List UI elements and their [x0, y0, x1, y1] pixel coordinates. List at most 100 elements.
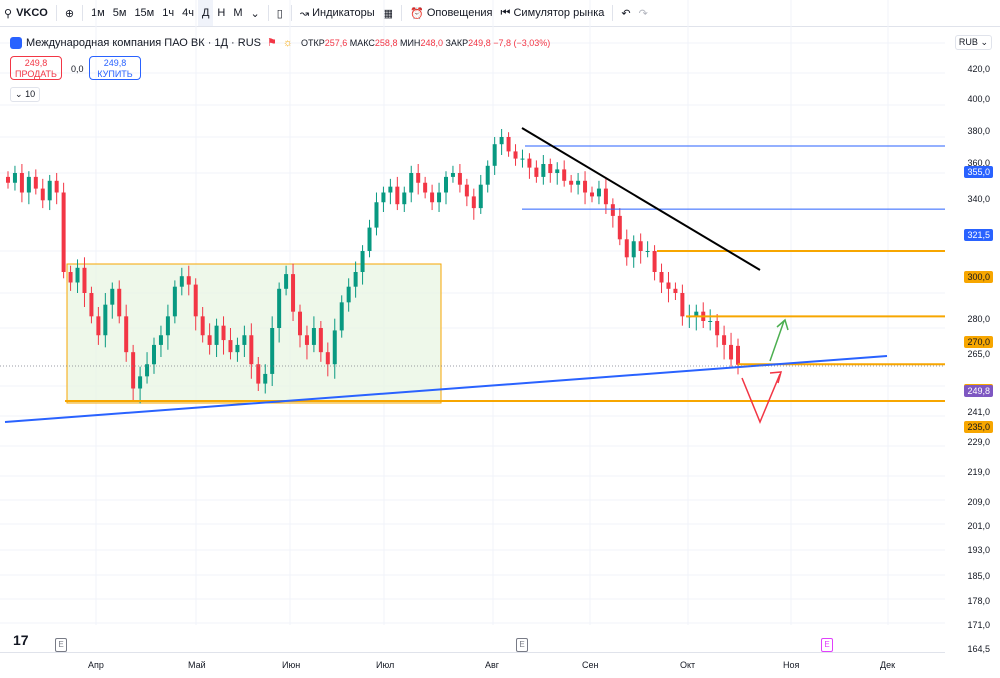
candle-body: [624, 239, 629, 258]
candle-body: [569, 180, 574, 185]
candle-body: [478, 184, 483, 209]
candle-body: [193, 284, 198, 317]
indicators-button[interactable]: ↝ Индикаторы: [296, 0, 379, 26]
timeframe-dropdown[interactable]: ⌄: [247, 0, 264, 26]
currency-selector[interactable]: RUB ⌄: [954, 35, 992, 50]
undo-button[interactable]: ↶: [617, 0, 634, 26]
candle-body: [576, 180, 581, 185]
bullish-arrow: [769, 320, 785, 362]
candle-body: [596, 188, 601, 197]
symbol-label: VKCO: [16, 7, 48, 19]
candle-body: [54, 180, 59, 193]
sell-price: 249,8: [24, 58, 48, 68]
timeframe-day[interactable]: Д: [197, 0, 214, 26]
bearish-arrow: [741, 373, 781, 424]
price-chart[interactable]: [0, 0, 1000, 650]
candle-body: [75, 267, 80, 283]
price-tick: 209,0: [967, 497, 990, 507]
alerts-button[interactable]: ⏰ Оповещения: [406, 0, 496, 26]
divider: [290, 5, 292, 21]
replay-icon: ⏮: [500, 6, 514, 19]
candle-body: [117, 288, 122, 317]
price-level-tag: 321,5: [964, 229, 993, 242]
open-label: ОТКР: [300, 37, 325, 48]
indicator-collapse-toggle[interactable]: ⌄ 10: [10, 87, 41, 102]
candle-body: [645, 251, 650, 252]
grid-icon: ▦: [382, 7, 394, 20]
time-axis[interactable]: Апр Май Июн Июл Авг Сен Окт Ноя Дек: [0, 652, 945, 678]
month-label: Июл: [376, 660, 395, 670]
candle-body: [89, 293, 94, 317]
price-axis[interactable]: 420,0 400,0 380,0 360,0 340,0 300,0 280,0 265,0…: [945, 27, 1000, 654]
candle-body: [555, 169, 560, 173]
timeframe-1m[interactable]: 1м: [91, 7, 105, 19]
candle-body: [242, 335, 247, 345]
candle-body: [492, 144, 497, 166]
candle-body: [277, 288, 282, 328]
candle-body: [374, 202, 379, 228]
candle-body: [541, 164, 546, 177]
simulator-label: Симулятор рынка: [513, 7, 605, 19]
price-tick: 219,0: [967, 467, 990, 477]
candle-body: [26, 176, 31, 193]
candle-body: [33, 176, 38, 189]
price-tick: 185,0: [967, 571, 990, 581]
sell-button[interactable]: 249,8 ПРОДАТЬ: [10, 56, 62, 80]
candle-body: [165, 316, 170, 336]
uptrend-line: [4, 355, 888, 423]
spread-value: 0,0: [71, 64, 84, 74]
candle-body: [444, 176, 448, 193]
replay-button[interactable]: ⏮ Симулятор рынка: [497, 0, 609, 26]
tradingview-logo[interactable]: 17: [13, 632, 29, 648]
candle-body: [506, 137, 511, 152]
chart-type-button[interactable]: ▯: [273, 0, 287, 26]
low-value: 248,0: [420, 37, 443, 48]
candle-body: [464, 184, 469, 197]
candle-body: [638, 241, 643, 251]
timeframe-5m[interactable]: 5м: [112, 7, 127, 19]
price-level-tag: 270,0: [964, 336, 993, 349]
compare-button[interactable]: ⊕: [61, 0, 78, 26]
candle-body: [61, 192, 66, 272]
month-label: Апр: [88, 660, 104, 670]
buy-button[interactable]: 249,8 КУПИТЬ: [89, 56, 141, 80]
layouts-button[interactable]: ▦: [379, 0, 397, 26]
timeframe-month[interactable]: М: [233, 7, 243, 19]
candle-body: [152, 344, 156, 365]
currency-label: RUB: [958, 37, 978, 47]
candle-body: [172, 286, 177, 317]
symbol-search[interactable]: ⚲ VKCO: [0, 0, 52, 26]
instrument-title: Международная компания ПАО ВК · 1Д · RUS: [26, 36, 261, 49]
indicators-label: Индикаторы: [312, 7, 375, 19]
earnings-marker[interactable]: E: [516, 638, 528, 652]
candle-body: [19, 173, 24, 193]
timeframe-15m[interactable]: 15м: [134, 7, 155, 19]
candle-body: [304, 335, 309, 345]
timeframe-4h[interactable]: 4ч: [182, 7, 194, 19]
candle-body: [450, 173, 455, 177]
candle-body: [186, 276, 191, 285]
month-label: Авг: [485, 660, 500, 670]
candle-body: [527, 158, 532, 168]
candle-body: [457, 173, 462, 185]
candle-body: [325, 352, 330, 365]
earnings-marker[interactable]: E: [55, 638, 67, 652]
price-tick: 340,0: [967, 194, 990, 204]
candle-body: [395, 186, 400, 205]
earnings-marker-upcoming[interactable]: E: [821, 638, 833, 652]
price-tick: 178,0: [967, 596, 990, 606]
candle-body: [339, 302, 344, 331]
timeframe-1h[interactable]: 1ч: [162, 7, 175, 19]
redo-button[interactable]: ↷: [635, 0, 652, 26]
candle-body: [485, 165, 490, 185]
candle-body: [124, 316, 129, 353]
timeframe-week[interactable]: Н: [217, 7, 226, 19]
flag-icon[interactable]: ⚑: [267, 37, 277, 49]
price-level-tag: 300,0: [964, 271, 993, 283]
candles-icon: ▯: [276, 7, 283, 20]
candle-body: [40, 188, 45, 201]
month-label: Май: [188, 660, 206, 670]
divider: [612, 5, 614, 21]
downtrend-line: [521, 127, 761, 271]
alerts-label: Оповещения: [426, 7, 493, 19]
